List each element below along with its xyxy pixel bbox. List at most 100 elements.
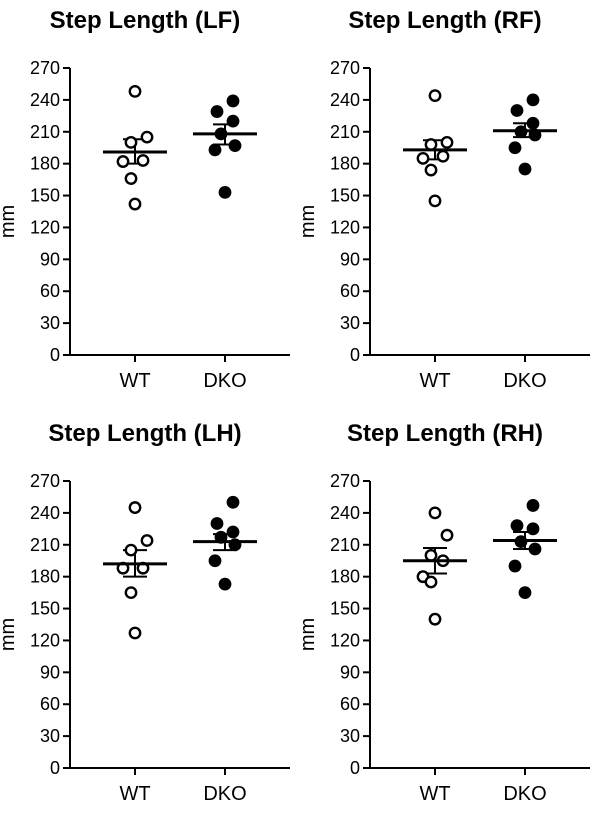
data-point-open [140,130,154,144]
y-axis-label: mm [0,205,19,238]
data-point-filled [210,105,224,118]
y-tick-label: 270 [330,471,360,491]
y-tick-label: 150 [330,599,360,619]
chart-panel-lh: Step Length (LH) 0 30 60 90 120 150 180 210 240 27… [0,420,290,805]
data-point-open [416,151,430,165]
y-tick-label: 30 [340,726,360,746]
data-point-filled [208,554,222,568]
data-point-filled [210,517,224,530]
data-point-filled [528,542,542,556]
data-point-open [124,543,138,557]
y-tick-label: 120 [330,630,360,650]
x-tick-label: DKO [503,783,546,805]
chart-panel-lf: Step Length (LF) 0 30 60 90 120 150 180 210 240 27… [0,7,290,392]
data-point-open [424,575,438,589]
y-tick-label: 240 [30,503,60,523]
y-axis-label: mm [297,618,319,651]
data-point-open [124,136,138,149]
y-tick-label: 120 [30,630,60,650]
data-point-open [428,194,442,208]
data-point-filled [228,139,242,152]
data-point-filled [218,185,232,199]
y-tick-label: 270 [30,471,60,491]
data-point-filled [208,143,222,157]
data-point-filled [526,93,540,107]
data-point-open [124,586,138,600]
x-tick-label: DKO [203,370,246,392]
data-point-open [424,549,438,562]
y-tick-label: 150 [30,599,60,619]
data-point-filled [510,104,524,117]
y-tick-label: 60 [340,694,360,714]
y-tick-label: 60 [40,694,60,714]
y-tick-label: 270 [330,58,360,78]
data-point-open [140,534,154,547]
y-tick-label: 210 [30,535,60,555]
y-tick-label: 120 [330,217,360,237]
y-tick-label: 90 [40,249,60,269]
chart-title: Step Length (RF) [348,7,541,34]
data-point-open [128,501,142,514]
data-point-open [128,626,142,640]
y-tick-label: 150 [30,186,60,206]
y-tick-label: 210 [30,122,60,142]
data-point-filled [218,577,232,591]
data-point-open [136,154,150,167]
chart-title: Step Length (LH) [48,420,241,447]
y-tick-label: 30 [40,726,60,746]
y-axis-label: mm [0,618,19,651]
y-tick-label: 270 [30,58,60,78]
data-point-filled [226,525,240,539]
x-tick-label: WT [419,783,450,805]
data-point-open [440,528,454,542]
y-tick-label: 0 [350,345,360,365]
y-tick-label: 0 [350,758,360,778]
y-tick-label: 210 [330,122,360,142]
y-tick-label: 240 [30,90,60,110]
y-tick-label: 180 [30,567,60,587]
data-point-open [424,138,438,151]
chart-title: Step Length (RH) [347,420,543,447]
data-point-filled [526,499,540,512]
y-tick-label: 60 [40,281,60,301]
data-point-filled [518,586,532,600]
data-point-filled [226,495,240,509]
data-point-filled [510,519,524,533]
y-tick-label: 0 [50,345,60,365]
data-point-filled [526,116,540,130]
data-point-open [424,163,438,177]
y-tick-label: 180 [330,567,360,587]
y-tick-label: 30 [340,313,360,333]
y-tick-label: 90 [340,249,360,269]
data-point-open [124,172,138,185]
data-point-open [428,89,442,103]
y-tick-label: 210 [330,535,360,555]
chart-title: Step Length (LF) [50,7,241,34]
chart-panel-rh: Step Length (RH) 0 30 60 90 120 150 180 210 240 27… [297,420,590,805]
data-point-filled [526,522,540,536]
data-point-filled [508,141,522,155]
data-point-open [116,155,130,168]
x-tick-label: WT [119,783,150,805]
x-tick-label: DKO [503,370,546,392]
y-axis-label: mm [297,205,319,238]
y-tick-label: 60 [340,281,360,301]
y-tick-label: 240 [330,90,360,110]
data-point-filled [226,94,240,108]
data-point-open [440,136,454,149]
y-tick-label: 90 [340,662,360,682]
data-point-open [428,506,442,520]
x-tick-label: WT [419,370,450,392]
y-tick-label: 0 [50,758,60,778]
data-point-open [428,612,442,626]
y-tick-label: 180 [330,154,360,174]
data-point-open [436,149,450,163]
x-tick-label: DKO [203,783,246,805]
y-tick-label: 180 [30,154,60,174]
y-tick-label: 120 [30,217,60,237]
data-point-filled [508,559,522,573]
y-tick-label: 30 [40,313,60,333]
y-tick-label: 90 [40,662,60,682]
data-point-open [128,84,142,98]
data-point-open [128,197,142,211]
